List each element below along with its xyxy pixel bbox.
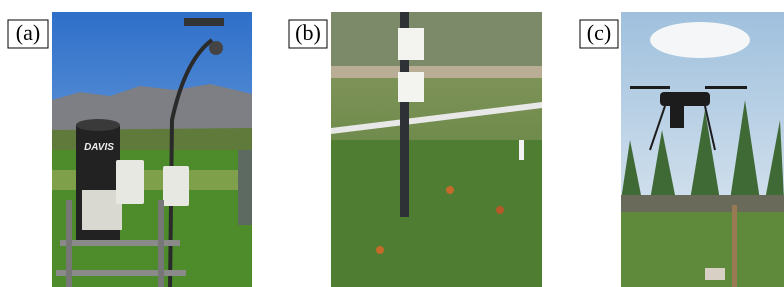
photo-field-sensors — [331, 12, 542, 287]
panel-label: (c) — [587, 20, 611, 45]
photo-drone — [621, 12, 784, 287]
panel-label: (a) — [16, 20, 40, 45]
figure: DAVIS (a) (b) — [0, 0, 784, 287]
photo-text: DAVIS — [84, 142, 114, 153]
photo-weather-station: DAVIS — [52, 12, 252, 287]
panel-label: (b) — [295, 20, 321, 45]
page: DAVIS (a) (b) — [0, 0, 784, 287]
